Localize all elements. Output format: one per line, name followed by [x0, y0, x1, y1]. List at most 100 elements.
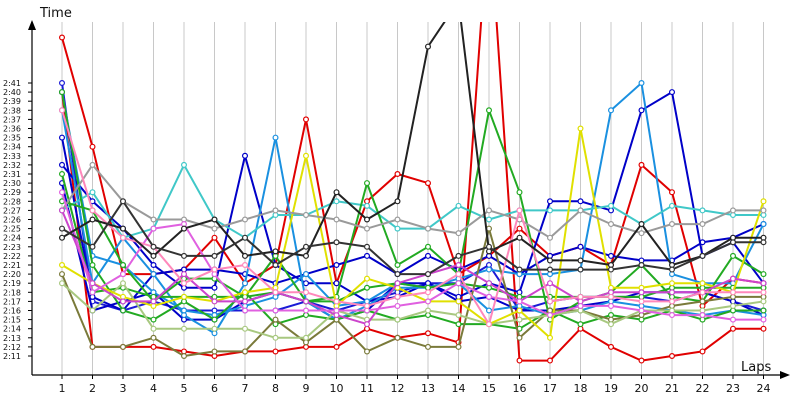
series-19-point-lap-24 — [760, 289, 767, 296]
series-7-point-lap-19 — [607, 107, 614, 114]
series-20-point-lap-18 — [577, 257, 584, 264]
series-13-point-lap-16 — [516, 334, 523, 341]
series-6-point-lap-9 — [303, 280, 310, 287]
x-tick-label: 11 — [360, 382, 374, 395]
series-18-point-lap-15 — [486, 293, 493, 300]
series-20-point-lap-16 — [516, 234, 523, 241]
series-14-point-lap-13 — [425, 307, 432, 314]
x-tick-label: 9 — [303, 382, 310, 395]
series-13-point-lap-22 — [699, 298, 706, 305]
series-21-point-lap-6 — [211, 252, 218, 259]
series-9-point-lap-15 — [486, 216, 493, 223]
series-9-line — [61, 163, 764, 239]
series-13-line — [61, 227, 764, 357]
series-21-point-lap-8 — [272, 262, 279, 269]
series-1-point-lap-22 — [699, 348, 706, 355]
series-14-point-lap-1 — [58, 280, 65, 287]
series-18-point-lap-13 — [425, 298, 432, 305]
series-14-point-lap-24 — [760, 298, 767, 305]
series-6-line — [61, 91, 765, 303]
series-18-point-lap-19 — [607, 302, 614, 309]
series-6-point-lap-17 — [546, 198, 553, 205]
x-tick-label: 16 — [513, 382, 527, 395]
series-9-point-lap-12 — [394, 225, 401, 232]
series-5-point-lap-13 — [425, 252, 432, 259]
series-11-point-lap-4 — [150, 316, 157, 323]
series-20-point-lap-3 — [119, 225, 126, 232]
series-1-point-lap-17 — [546, 357, 553, 364]
series-15-point-lap-14 — [455, 298, 462, 305]
series-21-point-lap-16 — [516, 266, 523, 273]
series-2-point-lap-16 — [516, 225, 523, 232]
series-1-point-lap-19 — [607, 343, 614, 350]
series-6-point-lap-6 — [211, 284, 218, 291]
y-tick-label: 2:15 — [3, 316, 21, 325]
series-8-point-lap-9 — [303, 271, 310, 278]
y-tick-label: 2:11 — [3, 352, 21, 361]
series-1-point-lap-21 — [668, 353, 675, 360]
series-14-point-lap-4 — [150, 325, 157, 332]
series-19-point-lap-2 — [89, 207, 96, 214]
series-16-point-lap-2 — [89, 161, 96, 168]
series-21-point-lap-11 — [364, 243, 371, 250]
x-tick-label: 2 — [89, 382, 96, 395]
series-15-point-lap-7 — [242, 289, 249, 296]
series-20-point-lap-20 — [638, 221, 645, 228]
series-11-point-lap-24 — [760, 307, 767, 314]
series-12-line — [61, 173, 764, 303]
y-tick-label: 2:35 — [3, 134, 21, 143]
series-21-point-lap-13 — [425, 271, 432, 278]
series-13-point-lap-13 — [425, 343, 432, 350]
series-18-point-lap-14 — [455, 280, 462, 287]
y-axis-arrow — [28, 20, 36, 30]
tick-labels: 2:112:122:132:142:152:162:172:182:192:20… — [3, 79, 771, 395]
series-14-point-lap-14 — [455, 312, 462, 319]
y-tick-label: 2:39 — [3, 97, 21, 106]
series-18-point-lap-12 — [394, 302, 401, 309]
x-tick-label: 22 — [696, 382, 710, 395]
series-19-point-lap-18 — [577, 293, 584, 300]
series-19-point-lap-8 — [272, 289, 279, 296]
y-tick-label: 2:38 — [3, 106, 21, 115]
series-11-line — [61, 91, 764, 330]
series-16-point-lap-21 — [668, 221, 675, 228]
series-11-point-lap-2 — [89, 262, 96, 269]
series-11-point-lap-14 — [455, 321, 462, 328]
series-20-point-lap-10 — [333, 189, 340, 196]
series-20-point-lap-9 — [303, 252, 310, 259]
series-21-point-lap-22 — [699, 252, 706, 259]
series-10-point-lap-15 — [486, 107, 493, 114]
series-21-point-lap-1 — [58, 225, 65, 232]
y-tick-label: 2:21 — [3, 261, 21, 270]
series-15-point-lap-24 — [760, 198, 767, 205]
series-16-point-lap-14 — [455, 230, 462, 237]
y-tick-label: 2:17 — [3, 297, 21, 306]
y-tick-label: 2:33 — [3, 152, 21, 161]
series-19-point-lap-20 — [638, 298, 645, 305]
axes — [28, 20, 790, 379]
series-16-point-lap-4 — [150, 216, 157, 223]
x-tick-label: 5 — [181, 382, 188, 395]
series-8-point-lap-5 — [181, 307, 188, 314]
series-13-point-lap-8 — [272, 316, 279, 323]
series-19 — [58, 107, 767, 328]
series-16-point-lap-13 — [425, 225, 432, 232]
series-2-point-lap-1 — [58, 34, 65, 41]
series-12-point-lap-11 — [364, 284, 371, 291]
series-16-point-lap-15 — [486, 207, 493, 214]
series-15-point-lap-1 — [58, 262, 65, 269]
series-17-point-lap-11 — [364, 321, 371, 328]
series-19-point-lap-9 — [303, 289, 310, 296]
series-17-point-lap-4 — [150, 298, 157, 305]
series-19-point-lap-22 — [699, 289, 706, 296]
series-7-point-lap-15 — [486, 266, 493, 273]
series-18-point-lap-1 — [58, 189, 65, 196]
y-tick-label: 2:30 — [3, 179, 21, 188]
series-9-point-lap-2 — [89, 189, 96, 196]
series-18-point-lap-4 — [150, 225, 157, 232]
series-13-point-lap-7 — [242, 348, 249, 355]
series-18-point-lap-10 — [333, 307, 340, 314]
series-7-point-lap-4 — [150, 271, 157, 278]
series-10-point-lap-12 — [394, 262, 401, 269]
